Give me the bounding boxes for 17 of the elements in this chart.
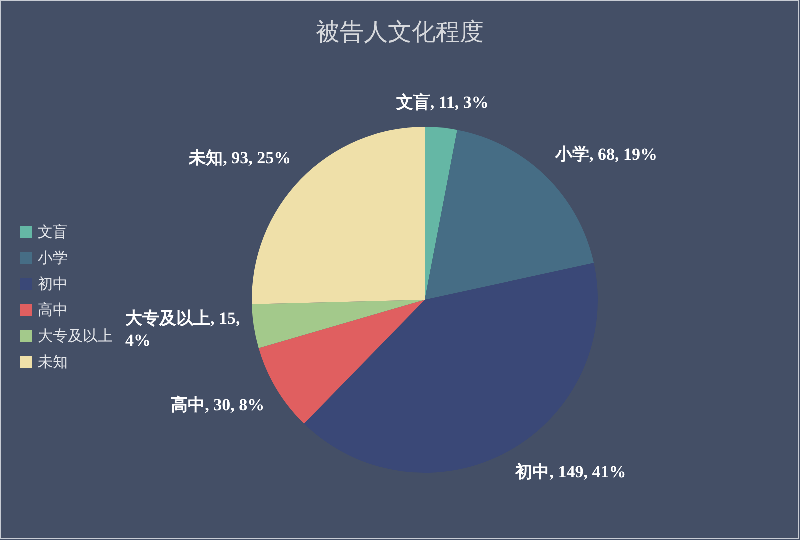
chart-title: 被告人文化程度: [316, 18, 484, 46]
legend-label: 小学: [38, 249, 68, 267]
data-label: 小学, 68, 19%: [554, 145, 658, 164]
legend-label: 初中: [38, 275, 68, 293]
pie-slice: [425, 127, 458, 300]
data-label: 文盲, 11, 3%: [395, 92, 489, 112]
data-label: 未知, 93, 25%: [188, 148, 292, 168]
pie-slice: [425, 130, 594, 300]
legend-label: 高中: [38, 301, 68, 319]
legend-label: 大专及以上: [38, 327, 113, 345]
legend-label: 未知: [38, 353, 68, 371]
legend-label: 文盲: [38, 223, 68, 241]
pie-slice: [252, 300, 425, 348]
data-label: 大专及以上, 15, 4%: [125, 308, 240, 350]
data-label: 初中, 149, 41%: [514, 462, 626, 482]
data-label: 高中, 30, 8%: [171, 395, 265, 414]
pie-slice: [252, 127, 425, 304]
